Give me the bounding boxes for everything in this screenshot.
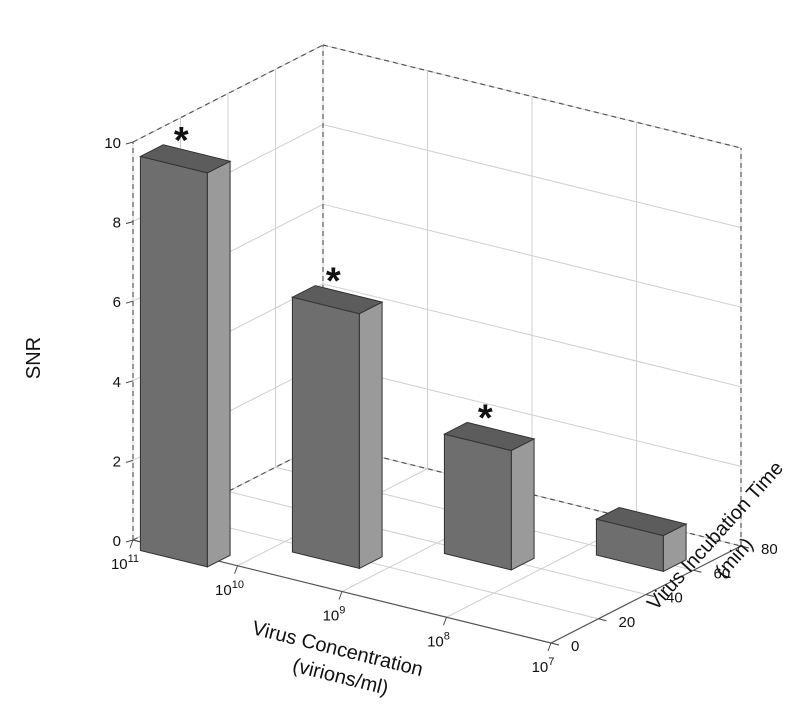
bar-front-face: [139, 155, 208, 568]
floor-gridline-v: [180, 515, 599, 620]
significance-asterisk: *: [174, 120, 189, 162]
x-tick-label: 1010: [215, 579, 244, 599]
bar-top-face: [594, 506, 688, 537]
x-tick-mark: [234, 565, 238, 574]
z-tick-mark: [550, 642, 560, 646]
bar-2: *: [290, 261, 384, 570]
y-tick-label: 4: [113, 374, 121, 391]
z-tick-mark: [740, 545, 750, 549]
back-wall-gridline-horizontal: [322, 283, 742, 388]
y-tick-mark: [125, 539, 134, 543]
bar-1: *: [138, 120, 232, 568]
bar-top-face: [442, 421, 536, 452]
z-tick-label: 20: [619, 614, 636, 631]
bar-side-face: [510, 438, 535, 571]
significance-asterisk: *: [326, 261, 341, 303]
back-wall-gridline-horizontal: [322, 124, 742, 229]
z-tick-mark: [693, 569, 702, 573]
x-tick-mark: [443, 617, 447, 626]
bar-top-face: [290, 285, 384, 315]
x-tick-label: 108: [427, 630, 450, 650]
y-tick-mark: [125, 221, 134, 225]
bar-front-face: [443, 433, 512, 571]
y-tick-mark: [125, 459, 134, 463]
y-tick-label: 0: [113, 533, 121, 550]
back-wall-gridline-horizontal: [322, 203, 742, 308]
z-tick-label: 0: [571, 638, 579, 655]
x-tick-label: 109: [323, 605, 346, 625]
z-tick-mark: [598, 618, 607, 622]
y-tick-label: 2: [113, 453, 121, 470]
x-tick-mark: [547, 642, 552, 652]
bar-side-face: [206, 160, 231, 568]
bar-4: [594, 506, 688, 573]
y-tick-label: 10: [104, 135, 121, 152]
back-wall-gridline-horizontal: [322, 362, 742, 467]
tick-labels: 0 2 4 6 8 10 1011 1010 109 108 107 0 20 40 60 80: [104, 135, 777, 676]
z-tick-label: 40: [666, 590, 683, 607]
x-tick-label: 107: [532, 656, 555, 676]
y-tick-mark: [125, 380, 134, 384]
x-tick-mark: [129, 539, 134, 549]
z-tick-label: 60: [714, 565, 731, 582]
significance-asterisk: *: [478, 397, 493, 439]
bar-top-face: [138, 144, 232, 174]
x-tick-label: 1011: [111, 553, 139, 573]
back-wall-gridline-horizontal: [322, 44, 742, 149]
x-tick-mark: [338, 591, 343, 600]
z-tick-label: 80: [761, 541, 778, 558]
y-tick-mark: [125, 300, 134, 304]
y-tick-label: 8: [113, 215, 121, 232]
bar-3: *: [442, 397, 536, 571]
z-tick-mark: [645, 594, 655, 597]
y-tick-label: 6: [113, 294, 121, 311]
y-axis-title: SNR: [23, 337, 45, 379]
bar-front-face: [291, 296, 360, 570]
y-tick-mark: [125, 141, 134, 145]
bars: * * *: [138, 120, 688, 573]
left-wall-gridline-horizontal: [132, 44, 324, 143]
bar-side-face: [358, 301, 383, 570]
